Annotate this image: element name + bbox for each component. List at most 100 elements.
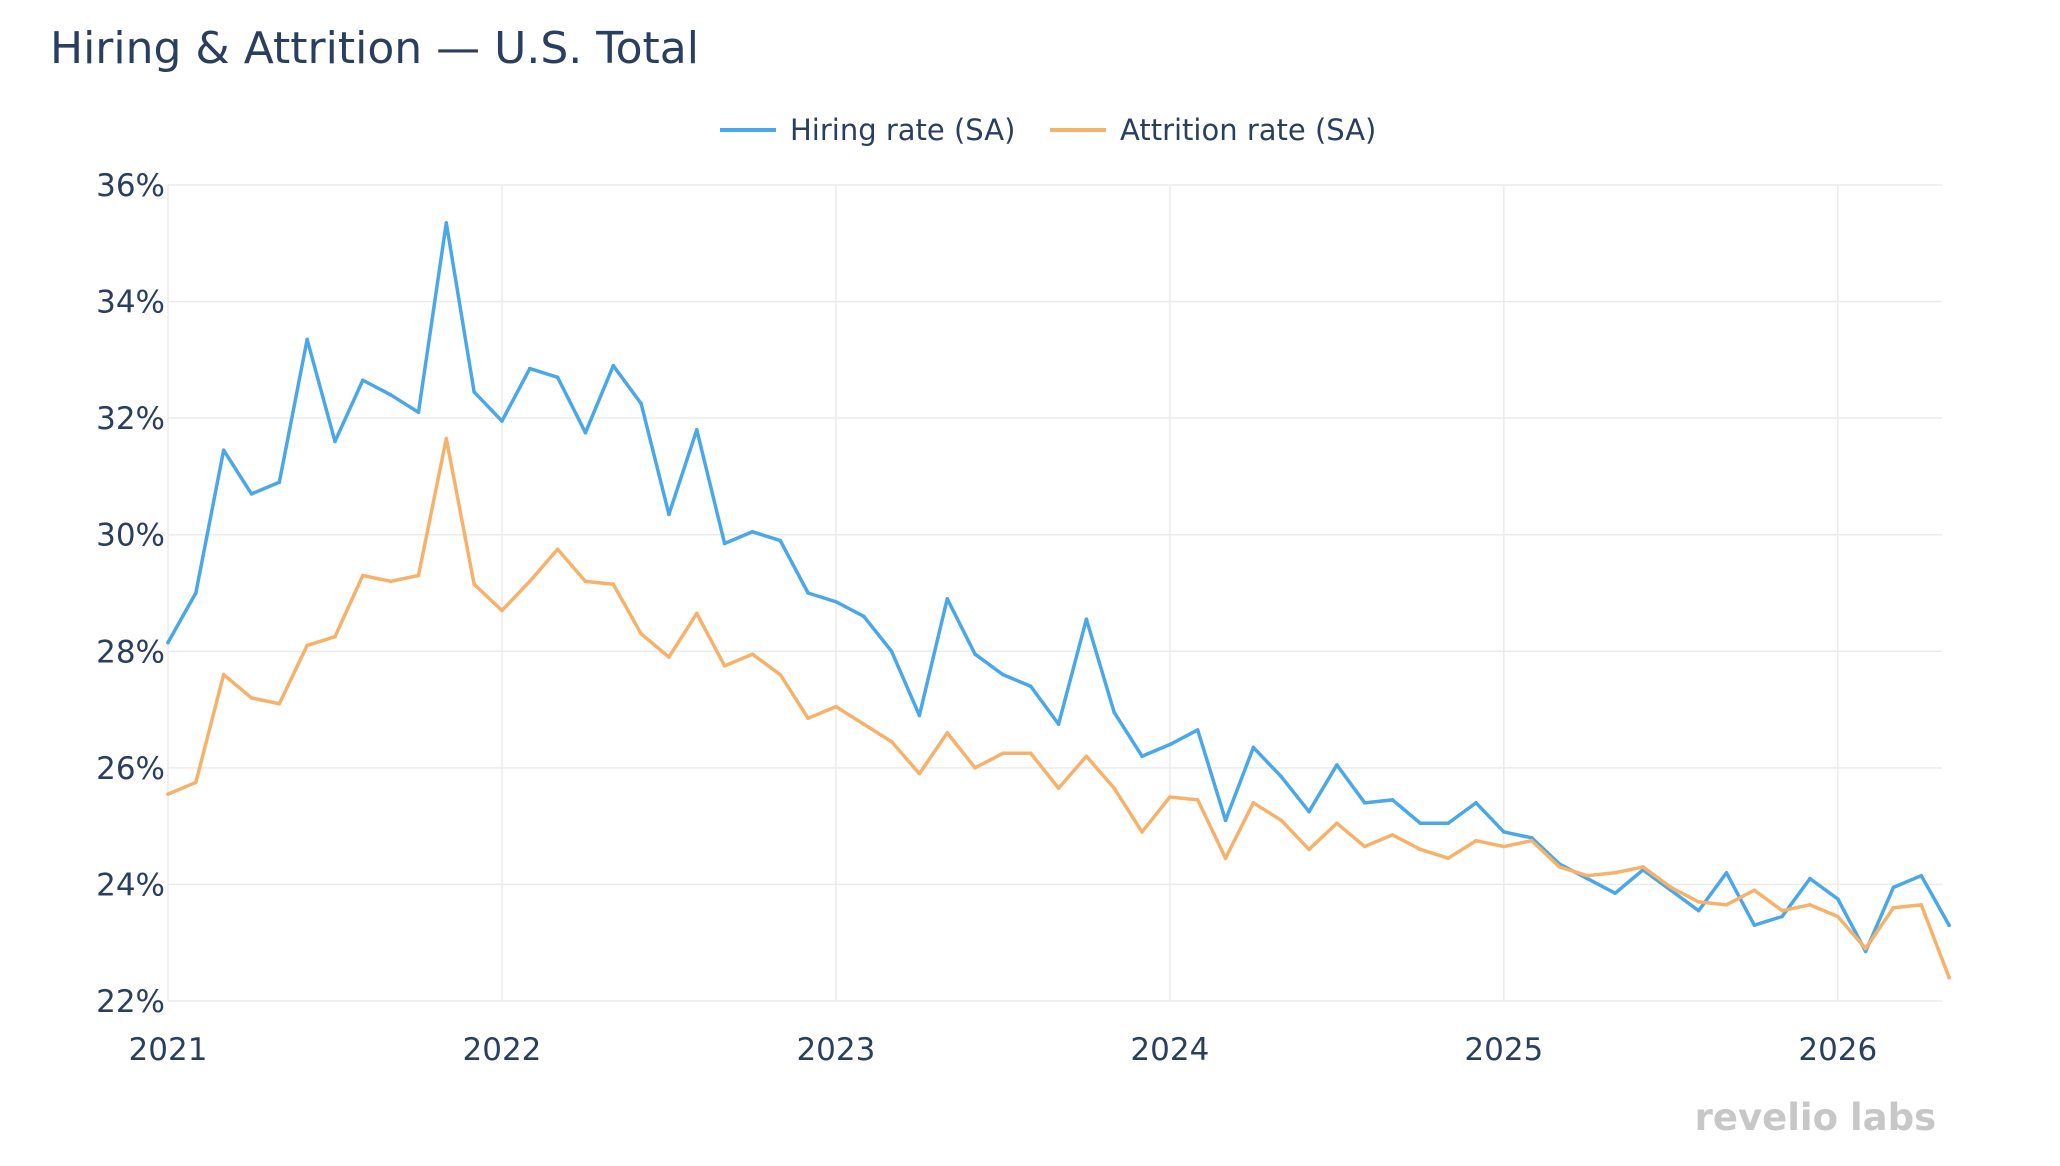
y-tick-label: 26% bbox=[96, 751, 165, 787]
y-tick-label: 24% bbox=[96, 867, 165, 903]
logo-text-left: revelio bbox=[1695, 1096, 1838, 1139]
y-tick-label: 30% bbox=[96, 518, 165, 554]
data-point bbox=[1195, 728, 1200, 732]
data-point bbox=[1362, 801, 1367, 805]
data-point bbox=[1307, 809, 1311, 814]
data-point bbox=[1696, 900, 1701, 904]
data-point bbox=[750, 530, 755, 534]
data-point bbox=[1724, 903, 1729, 907]
data-point bbox=[889, 739, 894, 744]
data-point bbox=[500, 419, 504, 423]
data-point bbox=[444, 221, 449, 225]
data-point bbox=[778, 538, 783, 543]
legend-label: Hiring rate (SA) bbox=[790, 113, 1015, 147]
data-point bbox=[1335, 821, 1339, 826]
data-point bbox=[1112, 710, 1117, 715]
data-point bbox=[1891, 885, 1896, 890]
data-point bbox=[1724, 870, 1729, 875]
data-point bbox=[722, 664, 727, 668]
data-point bbox=[1836, 914, 1840, 919]
data-point bbox=[1947, 923, 1951, 928]
data-point bbox=[1947, 975, 1951, 980]
data-point bbox=[1585, 876, 1590, 881]
data-point bbox=[166, 640, 170, 645]
x-axis: 2021 2022 2023 2024 2025 2026 bbox=[129, 1032, 1878, 1068]
data-point bbox=[1168, 795, 1172, 799]
data-point bbox=[1919, 903, 1924, 907]
data-point bbox=[1808, 876, 1812, 881]
data-point bbox=[1084, 617, 1089, 622]
x-tick-label: 2021 bbox=[129, 1032, 208, 1068]
data-point bbox=[1418, 821, 1423, 826]
data-point bbox=[1223, 818, 1228, 823]
data-point bbox=[667, 512, 671, 517]
data-point bbox=[221, 672, 226, 677]
data-point bbox=[1279, 774, 1283, 779]
data-point bbox=[1168, 742, 1172, 747]
data-point bbox=[889, 649, 894, 654]
data-point bbox=[444, 436, 449, 441]
data-point bbox=[1251, 745, 1256, 750]
data-point bbox=[611, 582, 616, 587]
data-point bbox=[1446, 821, 1450, 826]
data-point bbox=[166, 792, 170, 796]
data-point bbox=[694, 428, 699, 432]
logo-text-right: labs bbox=[1850, 1096, 1936, 1139]
data-point bbox=[778, 672, 783, 677]
data-point bbox=[194, 780, 198, 785]
data-point bbox=[1752, 923, 1757, 928]
data-point bbox=[1140, 830, 1144, 834]
data-point bbox=[1001, 751, 1005, 756]
data-point bbox=[806, 591, 810, 595]
data-point bbox=[388, 579, 393, 584]
x-tick-label: 2024 bbox=[1130, 1032, 1209, 1068]
data-point bbox=[1863, 946, 1868, 951]
data-point bbox=[1529, 838, 1534, 843]
y-axis: 22% 24% 26% 28% 30% 32% 34% 36% bbox=[96, 168, 165, 1020]
data-point bbox=[1780, 908, 1784, 913]
data-point bbox=[277, 480, 282, 485]
data-point bbox=[945, 731, 950, 735]
data-point bbox=[1529, 836, 1534, 840]
data-point bbox=[1112, 786, 1117, 791]
data-point bbox=[945, 597, 950, 601]
data-point bbox=[1669, 885, 1673, 890]
data-point bbox=[1028, 751, 1033, 756]
data-point bbox=[249, 492, 254, 496]
data-point bbox=[917, 713, 922, 718]
data-point bbox=[1335, 763, 1339, 767]
x-tick-label: 2023 bbox=[796, 1032, 875, 1068]
data-point bbox=[194, 591, 198, 595]
data-point bbox=[305, 643, 309, 648]
data-point bbox=[361, 378, 365, 383]
y-tick-label: 36% bbox=[96, 168, 165, 204]
series-hiring-rate bbox=[166, 221, 1951, 954]
data-point bbox=[1502, 830, 1506, 834]
data-point bbox=[722, 541, 727, 546]
x-tick-label: 2022 bbox=[463, 1032, 542, 1068]
data-point bbox=[973, 652, 977, 656]
data-point bbox=[1613, 870, 1617, 875]
data-point bbox=[1446, 856, 1450, 860]
data-point bbox=[527, 579, 532, 584]
legend-item[interactable]: Attrition rate (SA) bbox=[1050, 113, 1376, 147]
series-attrition-rate bbox=[166, 436, 1951, 980]
data-point bbox=[1502, 844, 1506, 849]
data-point bbox=[1001, 672, 1005, 677]
y-tick-label: 32% bbox=[96, 401, 165, 437]
data-point bbox=[1362, 844, 1367, 849]
data-point bbox=[1696, 908, 1701, 913]
data-point bbox=[472, 582, 476, 587]
data-point bbox=[583, 579, 588, 584]
data-point bbox=[1140, 754, 1144, 758]
y-tick-label: 28% bbox=[96, 634, 165, 670]
series-line bbox=[166, 221, 1951, 954]
data-point bbox=[1084, 754, 1089, 758]
data-point bbox=[583, 430, 588, 435]
legend-item[interactable]: Hiring rate (SA) bbox=[720, 113, 1015, 147]
data-point bbox=[333, 634, 337, 639]
grid bbox=[167, 184, 1942, 1002]
data-point bbox=[917, 771, 922, 776]
data-point bbox=[694, 611, 699, 616]
